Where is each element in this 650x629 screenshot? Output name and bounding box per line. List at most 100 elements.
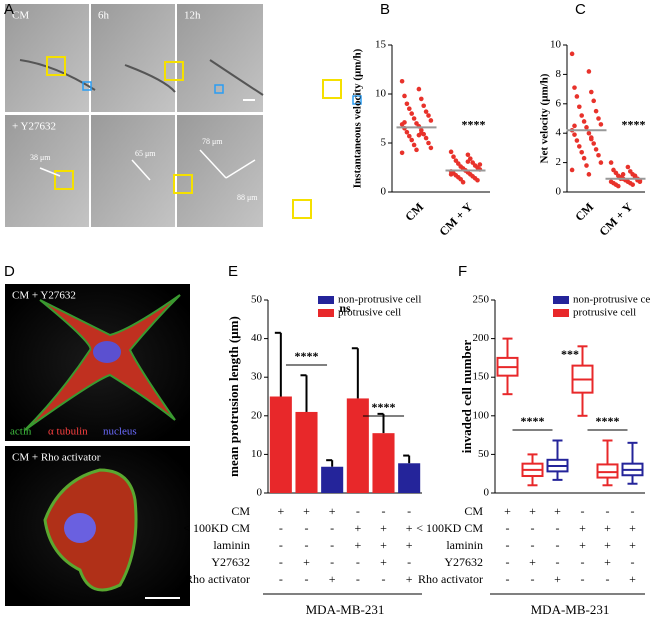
legend-label: non-protrusive cell [573,294,650,306]
condition-cell: - [382,572,386,586]
distance-label: 78 μm [202,137,223,146]
condition-cell: - [356,572,360,586]
condition-label: Y27632 [211,555,250,569]
cell-line-label: MDA-MB-231 [306,602,385,617]
legend-swatch [553,309,569,317]
condition-label: < 100KD CM [416,521,483,535]
data-point [593,108,599,114]
condition-cell: + [380,555,387,569]
legend-label: protrusive cell [573,307,636,319]
data-point [591,141,596,146]
condition-cell: - [305,572,309,586]
significance: **** [596,414,620,428]
bar [295,411,318,493]
condition-cell: + [354,538,361,552]
y-axis-label: Net velocity (μm/h) [539,73,551,163]
data-point [586,130,592,136]
data-point [409,111,415,116]
condition-cell: - [356,555,360,569]
condition-cell: - [330,538,334,552]
distance-label: 38 μm [30,153,51,162]
condition-cell: + [629,521,636,535]
cell-line-label: MDA-MB-231 [531,602,610,617]
condition-cell: - [506,572,510,586]
condition-cell: + [380,521,387,535]
legend-label: protrusive cell [338,307,401,319]
data-point [591,98,596,104]
y-tick-label: 10 [550,39,562,51]
condition-cell: - [356,504,360,518]
condition-cell: + [303,504,310,518]
condition-cell: + [329,504,336,518]
condition-cell: + [329,572,336,586]
bar [269,396,292,493]
panel-letter: B [380,1,390,18]
y-tick-label: 6 [556,97,562,109]
data-point [416,86,422,92]
data-point [419,130,424,136]
bar [346,398,369,493]
legend-label: non-protrusive cell [338,294,421,306]
condition-cell: + [406,538,413,552]
data-point [579,113,584,118]
condition-cell: - [506,555,510,569]
y-tick-label: 150 [473,371,490,383]
y-tick-label: 40 [251,332,263,344]
data-point [589,89,594,95]
condition-cell: - [330,521,334,535]
y-axis-label: mean protrusion length (μm) [226,316,241,477]
data-point [572,85,577,90]
legend-swatch [318,296,334,304]
y-axis-label: Instantaneous velocity (μm/h) [352,48,364,188]
data-point [399,78,405,84]
significance: **** [622,118,646,132]
y-tick-label: 5 [381,137,387,149]
data-point [426,113,431,118]
data-point [404,101,410,107]
y-axis-label: invaded cell number [459,340,474,454]
data-point [586,69,592,74]
image-label: CM + Rho activator [12,452,101,464]
distance-label: 88 μm [237,193,258,202]
data-point [577,104,582,110]
x-tick-label: CM [402,200,426,224]
data-point [596,116,601,121]
data-point [630,182,635,187]
distance-label: 65 μm [135,149,156,158]
condition-cell: - [556,521,560,535]
data-point [414,147,419,153]
y-tick-label: 0 [257,487,263,499]
condition-cell: + [406,521,413,535]
stain-label: α tubulin [48,426,88,438]
x-tick-label: CM + Y [436,200,475,239]
data-point [581,155,587,161]
time-label: 6h [98,10,110,22]
data-point [569,167,575,173]
condition-cell: + [554,504,561,518]
data-point [598,160,604,165]
condition-cell: - [581,572,585,586]
condition-cell: + [354,521,361,535]
data-point [572,132,577,137]
condition-cell: - [581,555,585,569]
bar [398,463,421,493]
data-point [423,135,429,141]
y-tick-label: 10 [251,448,263,460]
condition-cell: - [606,504,610,518]
y-tick-label: 30 [251,371,263,383]
data-point [448,172,454,177]
significance: ns [339,301,351,315]
x-tick-label: CM [572,200,596,224]
data-point [428,118,434,123]
x-tick-label: CM + Y [596,200,635,239]
condition-label: Y27632 [444,555,483,569]
data-point [407,133,412,139]
condition-cell: + [504,504,511,518]
condition-cell: + [529,504,536,518]
y-tick-label: 0 [484,487,490,499]
stain-label: nucleus [103,426,137,438]
panel-d-images [5,284,190,606]
condition-cell: + [303,555,310,569]
condition-cell: + [380,538,387,552]
data-point [451,154,456,160]
